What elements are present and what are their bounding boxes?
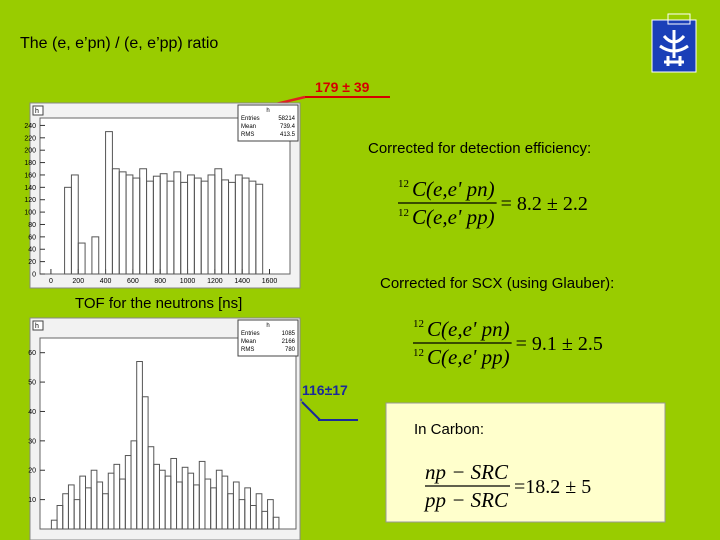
title-box	[32, 105, 44, 116]
histogram-bin	[272, 516, 280, 530]
histogram-bin	[70, 174, 79, 275]
y-tick-label: 60	[28, 234, 36, 241]
plot-frame	[39, 337, 297, 530]
scx-note: Corrected for SCX (using Glauber):	[380, 275, 614, 292]
stats-value: 739.4	[280, 124, 296, 130]
y-tick-label: 20	[28, 468, 36, 475]
y-tick-label: 220	[24, 135, 36, 142]
stats-label: Mean	[241, 339, 256, 345]
stats-title: h	[266, 323, 269, 329]
slide-title: The (e, e’pn) / (e, e’pp) ratio	[20, 35, 218, 52]
histogram-title: h	[35, 323, 39, 330]
stats-value: 2166	[282, 339, 296, 345]
result: =18.2 ± 5	[514, 476, 591, 498]
y-tick-label: 10	[28, 497, 36, 504]
axis-caption: TOF for the neutrons [ns]	[75, 295, 242, 312]
stats-value: 58214	[278, 116, 295, 122]
top-ratio: 179 ± 39	[315, 79, 370, 95]
histogram-bin	[267, 499, 274, 530]
y-tick-label: 40	[28, 409, 36, 416]
denominator: C(e,e' pp)	[427, 345, 510, 369]
y-tick-label: 200	[24, 148, 36, 155]
carbon-label: In Carbon:	[414, 421, 484, 438]
numerator: C(e,e' pn)	[427, 317, 510, 341]
y-tick-label: 20	[28, 259, 36, 266]
numerator: np − SRC	[425, 460, 509, 484]
histogram-bin	[91, 236, 100, 275]
carbon-box	[385, 402, 666, 523]
histogram-bin	[255, 183, 264, 275]
y-tick-label: 80	[28, 222, 36, 229]
stats-box	[237, 104, 299, 142]
x-tick-label: 200	[72, 278, 84, 285]
x-tick-label: 1600	[262, 278, 278, 285]
y-tick-label: 240	[24, 123, 36, 130]
title-box	[32, 320, 44, 331]
x-tick-label: 0	[49, 278, 53, 285]
efficiency-note: Corrected for detection efficiency:	[368, 140, 591, 157]
stats-value: 1085	[282, 331, 296, 337]
y-tick-label: 60	[28, 350, 36, 357]
isotope-prefix: 12	[413, 347, 424, 359]
result: = 9.1 ± 2.5	[516, 333, 603, 355]
histogram-bin	[77, 242, 86, 275]
y-tick-label: 40	[28, 247, 36, 254]
y-tick-label: 100	[24, 210, 36, 217]
x-tick-label: 600	[127, 278, 139, 285]
y-tick-label: 180	[24, 160, 36, 167]
isotope-prefix: 12	[413, 318, 424, 330]
stats-label: Mean	[241, 124, 256, 130]
x-tick-label: 1200	[207, 278, 223, 285]
stats-title: h	[266, 108, 269, 114]
denominator: C(e,e' pp)	[412, 205, 495, 229]
stats-label: Entries	[241, 331, 260, 337]
y-tick-label: 30	[28, 438, 36, 445]
stats-label: RMS	[241, 132, 254, 138]
y-tick-label: 0	[32, 272, 36, 279]
stats-value: 780	[285, 347, 296, 353]
denominator: pp − SRC	[423, 488, 509, 512]
stats-value: 413.5	[280, 132, 296, 138]
isotope-prefix: 12	[398, 178, 409, 190]
connector	[301, 401, 321, 421]
histogram-title: h	[35, 108, 39, 115]
x-tick-label: 1400	[234, 278, 250, 285]
result: = 8.2 ± 2.2	[501, 193, 588, 215]
stats-box	[237, 319, 299, 357]
x-tick-label: 1000	[180, 278, 196, 285]
x-tick-label: 400	[100, 278, 112, 285]
x-tick-label: 800	[154, 278, 166, 285]
bottom-ratio: 116±17	[302, 382, 348, 398]
numerator: C(e,e' pn)	[412, 177, 495, 201]
y-tick-label: 120	[24, 197, 36, 204]
stats-label: Entries	[241, 116, 260, 122]
y-tick-label: 140	[24, 185, 36, 192]
isotope-prefix: 12	[398, 207, 409, 219]
stats-label: RMS	[241, 347, 254, 353]
y-tick-label: 160	[24, 172, 36, 179]
y-tick-label: 50	[28, 380, 36, 387]
plot-frame	[39, 117, 291, 275]
logo	[651, 13, 697, 73]
